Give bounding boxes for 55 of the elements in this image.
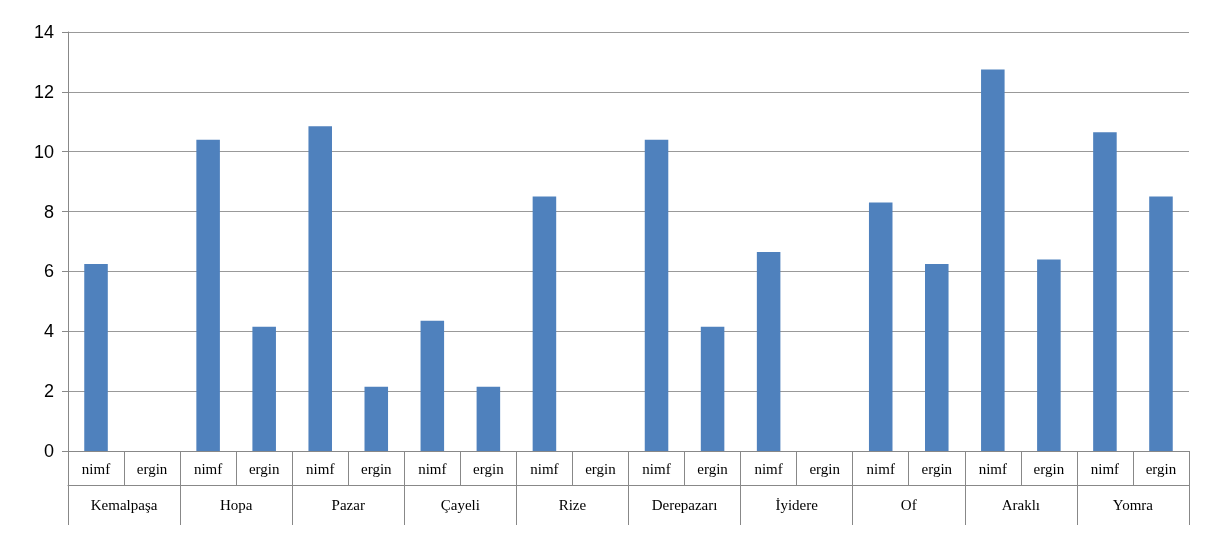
text: Rize [558,496,587,513]
x-tick-label: nimf [306,460,335,477]
text: Yomra [1112,496,1154,513]
text: Kemalpaşa [90,496,158,513]
x-tick-label: ergin [1033,460,1065,477]
y-tick-label: 0 [43,441,54,461]
bar [756,251,781,451]
y-tick-label: 12 [33,81,54,102]
bar [1149,196,1173,451]
x-tick-label: nimf [418,460,447,477]
bar [868,202,893,451]
x-tick-label: nimf [530,460,559,477]
x-tick-label: nimf [642,460,671,477]
text: Çayeli [440,496,480,513]
bar [84,263,108,451]
x-tick-label: nimf [193,460,223,477]
x-tick-label: nimf [81,460,111,477]
y-tick-label: 2 [43,381,54,402]
y-tick-label: 6 [43,261,54,282]
text: Pazar [331,496,365,513]
text: İyidere [775,496,819,513]
bar [981,69,1005,451]
x-tick-label: ergin [809,460,841,477]
x-tick-label: nimf [866,460,895,477]
bar [196,139,220,451]
bar [925,263,949,451]
x-tick-label: nimf [1090,460,1120,477]
text: Hopa [219,496,253,513]
text: Derepazarı [651,496,718,513]
text: Of [900,496,917,513]
bar [700,326,725,451]
y-tick-label: 8 [43,201,54,222]
x-tick-label: ergin [136,460,168,477]
x-tick-label: ergin [697,460,729,477]
bar [308,126,332,451]
bar [420,320,445,451]
y-tick-label: 4 [43,321,54,342]
bar [364,386,389,451]
bar [644,139,669,451]
bar [476,386,501,451]
x-tick-label: ergin [248,460,280,477]
bar [1037,259,1061,451]
x-tick-label: nimf [754,460,783,477]
y-tick-label: 10 [33,141,54,162]
bar [532,196,557,451]
x-tick-label: nimf [978,460,1007,477]
bar [252,326,276,451]
text: Araklı [1001,496,1041,513]
y-tick-label: 14 [33,22,54,42]
x-tick-label: ergin [360,460,393,477]
bar [1093,132,1117,451]
x-tick-label: ergin [921,460,953,477]
x-tick-label: ergin [473,460,505,477]
x-tick-label: ergin [1145,460,1177,477]
x-tick-label: ergin [585,460,617,477]
